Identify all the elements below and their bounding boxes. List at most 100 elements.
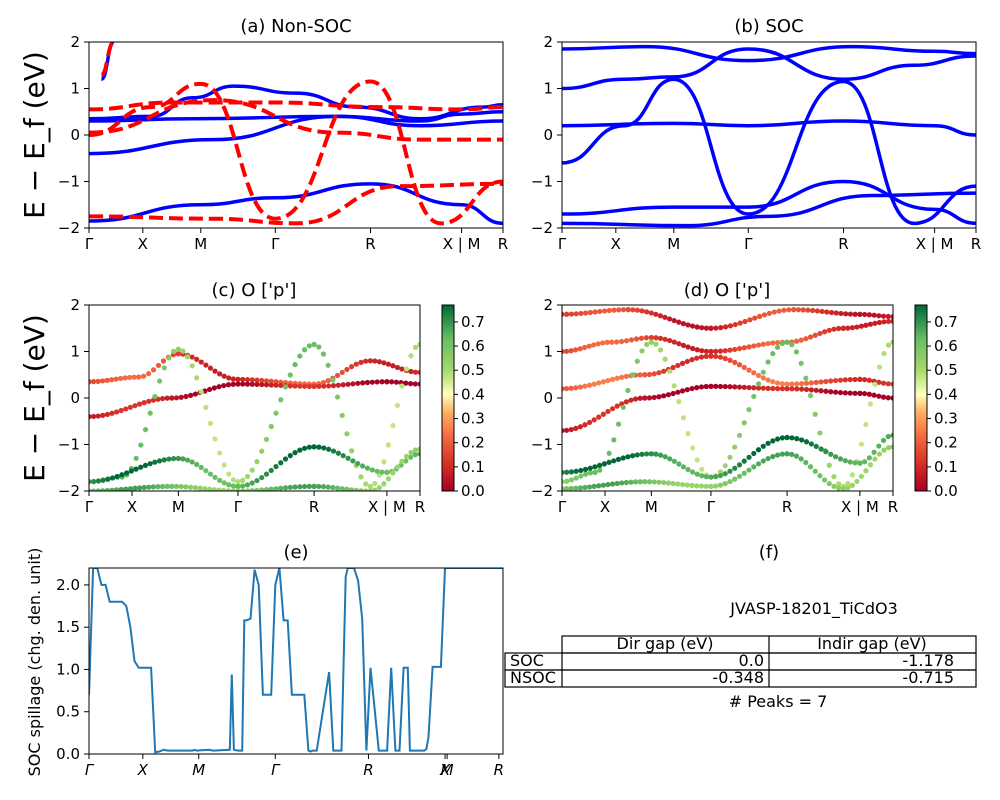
projection-point (339, 369, 345, 376)
projection-point (746, 407, 752, 413)
projection-point (259, 474, 265, 481)
projection-point (836, 485, 842, 491)
projection-point (89, 414, 92, 420)
projection-point (795, 307, 802, 313)
projection-point (679, 388, 686, 394)
projection-point (345, 455, 351, 461)
band-line (100, 42, 115, 77)
projection-point (770, 438, 776, 444)
projection-point (340, 453, 346, 459)
projection-point (211, 487, 217, 491)
projection-point (145, 371, 152, 377)
projection-point (831, 326, 837, 332)
projection-point (614, 403, 620, 409)
projection-point (717, 469, 724, 475)
projection-point (344, 486, 350, 491)
panel-e-ytick: 0.0 (56, 745, 80, 763)
projection-point (866, 391, 872, 397)
projection-point (774, 452, 781, 458)
projection-point (890, 395, 893, 401)
projection-point (311, 483, 317, 489)
projection-point (301, 347, 308, 353)
projection-point (226, 482, 232, 488)
panel-e-ytick: 0.5 (56, 703, 80, 721)
projection-point (651, 371, 657, 377)
panel-b-xtick: Γ (558, 235, 567, 253)
projection-point (807, 464, 814, 470)
projection-point (600, 340, 606, 346)
projection-point (847, 311, 854, 317)
panel-b-axes: 2 1 0 −1 −2 Γ X M Γ R X | M R (531, 33, 981, 253)
projection-point (301, 445, 308, 451)
projection-point (746, 384, 752, 391)
projection-point (854, 324, 860, 330)
projection-point (779, 435, 785, 441)
band-line (562, 119, 976, 137)
projection-point (306, 343, 312, 349)
projection-point (671, 339, 677, 345)
panel-f-title: (f) (759, 542, 779, 563)
projection-point (611, 437, 617, 443)
projection-point (353, 361, 359, 367)
panel-d-ytick: 1 (543, 343, 553, 361)
projection-point (736, 462, 743, 468)
projection-point (217, 477, 223, 483)
projection-point (597, 467, 603, 473)
projection-point (407, 381, 414, 387)
projection-point (713, 353, 719, 360)
projection-point (350, 381, 356, 387)
panel-c-axes: 210−1−2Γ X M Γ R X | M R0.70.60.50.40.30.20.10… (58, 296, 485, 516)
panel-b-xtick: X | M (916, 235, 954, 253)
projection-point (390, 363, 396, 369)
projection-point (741, 458, 747, 464)
projection-point (862, 311, 868, 318)
projection-point (620, 307, 627, 313)
projection-point (680, 321, 686, 327)
panel-c-ytick: −2 (58, 482, 80, 500)
panel-b-frame (561, 41, 977, 229)
projection-point (779, 386, 785, 392)
projection-point (417, 369, 420, 376)
projection-point (249, 488, 255, 491)
projection-point (278, 382, 284, 389)
projection-point (123, 486, 129, 491)
panel-b-xtick: R (838, 235, 848, 253)
panel-d-title: (d) O ['p'] (684, 280, 770, 301)
projection-point (722, 481, 728, 487)
projection-point (670, 390, 676, 397)
projection-point (601, 461, 607, 467)
panel-a-title: (a) Non-SOC (240, 16, 351, 37)
projection-point (152, 393, 158, 400)
projection-point (752, 315, 758, 321)
projection-point (836, 481, 842, 487)
projection-point (355, 380, 361, 386)
projection-point (766, 310, 772, 316)
projection-point (808, 441, 814, 447)
panel-b-ytick: −2 (531, 219, 553, 237)
projection-point (755, 461, 762, 467)
projection-point (596, 414, 602, 420)
projection-point (582, 422, 588, 428)
projection-point (240, 483, 246, 489)
panel-c-colorbar: 0.7 0.6 0.5 0.4 0.3 0.2 0.1 0.0 (441, 304, 485, 500)
projection-point (843, 311, 849, 317)
projection-point (562, 386, 565, 392)
projection-point (259, 381, 265, 388)
projection-point (297, 484, 303, 490)
projection-point (263, 436, 270, 442)
projection-point (863, 468, 869, 474)
projection-point (562, 348, 565, 355)
projection-point (394, 464, 401, 470)
projection-point (828, 378, 834, 384)
projection-point (694, 385, 700, 391)
projection-point (847, 390, 853, 396)
projection-point (212, 436, 218, 442)
projection-point (847, 459, 853, 465)
projection-point (746, 454, 752, 460)
panel-d-xtick: R (782, 498, 792, 516)
projection-point (583, 471, 589, 477)
panel-c-xtick: R (309, 498, 319, 516)
projection-point (698, 354, 705, 360)
projection-point (263, 382, 270, 388)
